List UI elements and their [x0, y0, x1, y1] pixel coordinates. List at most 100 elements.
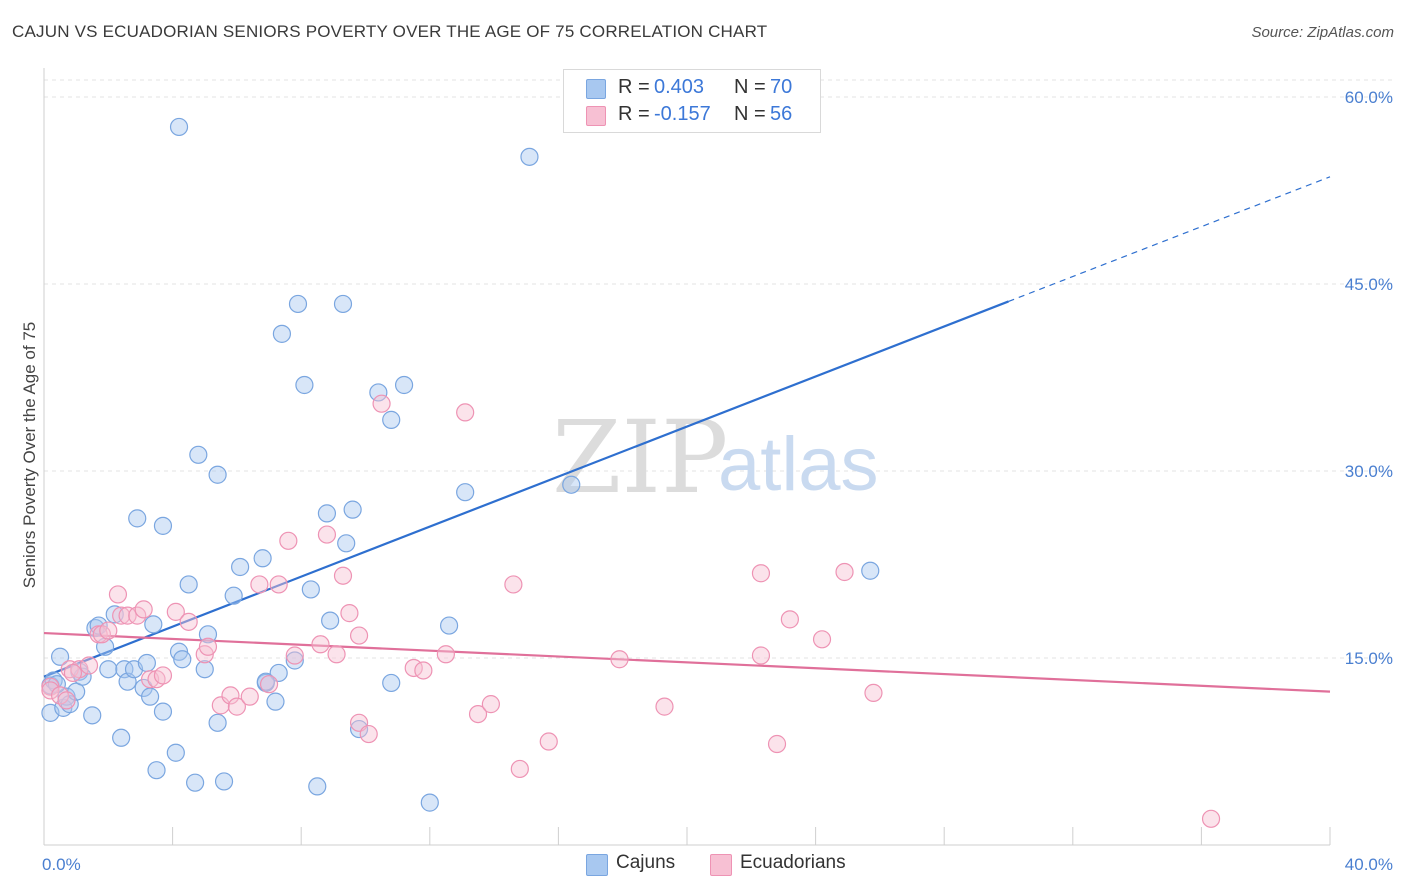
data-point	[359, 724, 378, 744]
data-point	[83, 706, 102, 725]
r-label: R =	[618, 76, 650, 98]
data-point	[105, 605, 124, 624]
data-point	[214, 772, 234, 791]
x-tick-label: 40.0%	[1345, 855, 1393, 874]
data-point	[137, 653, 156, 673]
y-tick-label: 60.0%	[1345, 88, 1393, 107]
data-point	[50, 647, 70, 666]
data-point	[382, 410, 401, 429]
r-value: -0.157	[654, 103, 711, 125]
data-point	[153, 516, 173, 535]
data-point	[198, 625, 218, 644]
data-point	[231, 557, 250, 577]
axes	[43, 68, 1331, 846]
data-point	[812, 630, 832, 649]
y-tick-label: 30.0%	[1345, 462, 1393, 481]
data-point	[504, 575, 523, 594]
n-value: 56	[770, 103, 793, 125]
data-points	[41, 117, 1221, 828]
data-point	[285, 646, 304, 665]
data-point	[208, 465, 227, 484]
data-point	[189, 445, 208, 464]
data-point	[179, 575, 198, 594]
data-point	[751, 646, 771, 665]
chart-title: CAJUN VS ECUADORIAN SENIORS POVERTY OVER…	[12, 22, 768, 41]
data-point	[118, 606, 137, 625]
y-tick-label: 15.0%	[1345, 649, 1393, 668]
data-point	[279, 531, 298, 550]
x-tick-label: 0.0%	[42, 855, 81, 874]
data-point	[481, 695, 500, 714]
data-point	[79, 656, 99, 675]
data-point	[144, 615, 163, 634]
data-point	[456, 403, 475, 422]
r-label: R =	[618, 103, 650, 125]
data-point	[420, 793, 439, 812]
n-label: N =	[734, 76, 766, 98]
data-point	[253, 549, 272, 568]
data-point	[340, 604, 359, 623]
series-ecuadorians	[41, 394, 1221, 828]
data-point	[436, 645, 455, 664]
y-tick-label: 45.0%	[1345, 275, 1393, 294]
data-point	[112, 728, 131, 747]
cajuns-trend-line	[43, 300, 1009, 678]
data-point	[562, 475, 581, 494]
data-point	[317, 504, 337, 523]
data-point	[240, 687, 259, 706]
data-point	[211, 696, 230, 715]
data-point	[861, 561, 880, 580]
series-cajuns	[41, 117, 880, 812]
data-point	[349, 626, 369, 645]
data-point	[63, 663, 83, 683]
data-point	[439, 616, 459, 635]
data-point	[1201, 809, 1221, 828]
data-point	[272, 324, 292, 343]
data-point	[128, 509, 147, 528]
data-point	[311, 635, 330, 654]
data-point	[327, 645, 346, 664]
data-point	[169, 117, 189, 137]
n-label: N =	[734, 103, 766, 125]
data-point	[266, 692, 285, 711]
data-point	[767, 734, 787, 754]
data-point	[153, 702, 173, 721]
data-point	[288, 294, 308, 314]
data-point	[99, 660, 118, 679]
data-point	[250, 575, 269, 594]
data-point	[655, 697, 674, 716]
n-value: 70	[770, 76, 793, 98]
stats-row-ecuadorians: R = -0.157 N = 56	[564, 102, 820, 128]
legend: Cajuns Ecuadorians	[0, 852, 1406, 878]
data-point	[173, 650, 192, 669]
data-point	[510, 759, 529, 779]
cajuns-trend-extension	[1008, 176, 1331, 303]
y-tick-labels: 15.0% 30.0% 45.0% 60.0%	[1345, 88, 1393, 668]
data-point	[414, 661, 433, 680]
data-point	[321, 611, 340, 630]
data-point	[610, 650, 629, 669]
watermark-zip: ZIP	[552, 399, 728, 516]
watermark-atlas: atlas	[718, 422, 879, 507]
data-point	[372, 394, 391, 413]
data-point	[308, 777, 327, 796]
r-value: 0.403	[654, 76, 705, 98]
data-point	[57, 691, 76, 710]
data-point	[227, 697, 246, 716]
cajuns-swatch-icon	[586, 79, 606, 99]
data-point	[343, 500, 362, 519]
data-point	[333, 566, 353, 585]
source-label: Source: ZipAtlas.com	[1251, 24, 1394, 41]
stats-box: R = 0.403 N = 70 R = -0.157 N = 56	[563, 69, 821, 133]
data-point	[382, 673, 401, 693]
data-point	[256, 672, 275, 691]
data-point	[301, 580, 320, 599]
legend-label: Cajuns	[616, 852, 676, 873]
data-point	[285, 651, 304, 670]
data-point	[195, 660, 214, 679]
legend-label: Ecuadorians	[740, 852, 846, 873]
data-point	[520, 147, 539, 166]
data-point	[317, 525, 337, 544]
stats-row-cajuns: R = 0.403 N = 70	[564, 75, 820, 101]
